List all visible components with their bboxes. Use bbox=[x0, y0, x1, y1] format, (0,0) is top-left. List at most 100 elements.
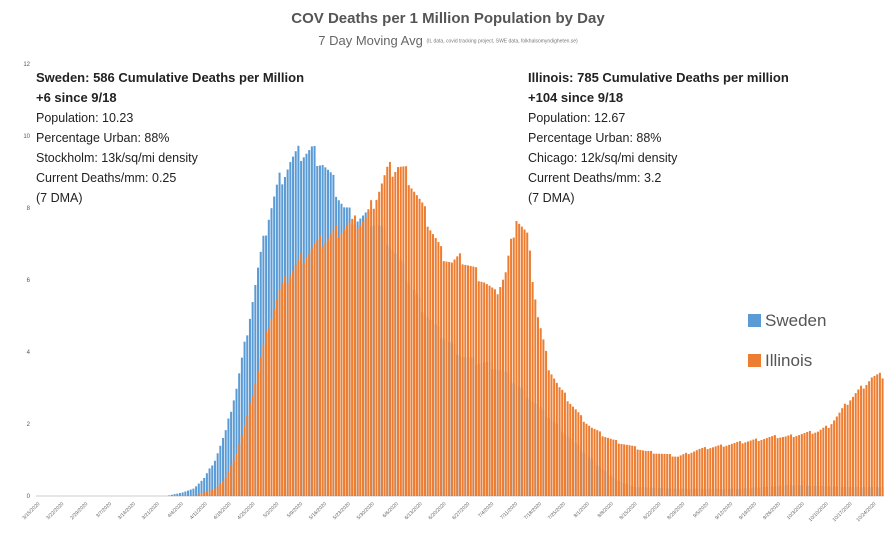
bar-illinois bbox=[483, 282, 486, 496]
bar-illinois bbox=[308, 253, 311, 496]
illinois-cumulative-deaths: Illinois: 785 Cumulative Deaths per mill… bbox=[528, 70, 789, 85]
bar-illinois bbox=[722, 446, 725, 496]
bar-sweden bbox=[205, 473, 208, 496]
bar-illinois bbox=[222, 480, 225, 496]
bar-illinois bbox=[353, 215, 356, 496]
bar-illinois bbox=[240, 434, 243, 496]
sweden-current-deaths: Current Deaths/mm: 0.25 bbox=[36, 171, 177, 185]
series-illinois bbox=[195, 161, 884, 497]
bar-illinois bbox=[332, 230, 335, 497]
bar-illinois bbox=[741, 443, 744, 496]
bar-illinois bbox=[668, 454, 671, 496]
bar-illinois bbox=[418, 198, 421, 496]
bar-illinois bbox=[421, 202, 424, 496]
bar-illinois bbox=[450, 262, 453, 496]
bar-illinois bbox=[518, 223, 521, 496]
bar-illinois bbox=[205, 491, 208, 496]
bar-illinois bbox=[246, 415, 249, 496]
bar-illinois bbox=[397, 167, 400, 496]
bar-illinois bbox=[329, 234, 332, 496]
bar-illinois bbox=[429, 230, 432, 497]
bar-illinois bbox=[838, 412, 841, 496]
illinois-current-deaths: Current Deaths/mm: 3.2 bbox=[528, 171, 662, 185]
bar-illinois bbox=[458, 253, 461, 496]
bar-illinois bbox=[526, 232, 529, 497]
bar-illinois bbox=[849, 400, 852, 496]
bar-illinois bbox=[644, 450, 647, 496]
bar-illinois bbox=[491, 287, 494, 496]
bar-sweden bbox=[219, 445, 222, 496]
bar-sweden bbox=[195, 486, 198, 496]
bar-illinois bbox=[854, 393, 857, 496]
x-tick-label: 5/30/2020 bbox=[356, 501, 376, 521]
bar-illinois bbox=[402, 166, 405, 496]
bar-illinois bbox=[636, 449, 639, 496]
bar-illinois bbox=[227, 471, 230, 496]
bar-illinois bbox=[504, 272, 507, 496]
bar-illinois bbox=[219, 483, 222, 496]
bar-sweden bbox=[240, 357, 243, 496]
bar-illinois bbox=[593, 428, 596, 496]
bar-illinois bbox=[523, 229, 526, 496]
x-tick-label: 7/18/2020 bbox=[523, 501, 543, 521]
bar-illinois bbox=[370, 200, 373, 496]
bar-illinois bbox=[362, 221, 365, 497]
x-tick-label: 6/13/2020 bbox=[404, 501, 424, 521]
bar-illinois bbox=[520, 226, 523, 496]
bar-illinois bbox=[714, 446, 717, 496]
bar-illinois bbox=[808, 430, 811, 496]
bar-illinois bbox=[633, 446, 636, 496]
x-tick-label: 5/23/2020 bbox=[332, 501, 352, 521]
bar-illinois bbox=[480, 281, 483, 496]
x-tick-label: 7/4/2020 bbox=[477, 501, 495, 519]
bar-illinois bbox=[531, 281, 534, 496]
bar-illinois bbox=[781, 437, 784, 496]
bar-illinois bbox=[197, 494, 200, 496]
bar-illinois bbox=[596, 430, 599, 496]
bar-sweden bbox=[235, 388, 238, 496]
illinois-change: +104 since 9/18 bbox=[528, 90, 624, 105]
bar-illinois bbox=[445, 261, 448, 496]
x-tick-label: 9/12/2020 bbox=[714, 501, 734, 521]
bar-illinois bbox=[860, 385, 863, 496]
legend-swatch-sweden bbox=[748, 314, 761, 327]
bar-illinois bbox=[806, 431, 809, 496]
bar-illinois bbox=[617, 443, 620, 496]
bar-sweden bbox=[178, 493, 181, 496]
x-tick-label: 7/11/2020 bbox=[499, 501, 519, 521]
bar-illinois bbox=[790, 434, 793, 496]
bar-illinois bbox=[238, 444, 241, 496]
illinois-dma: (7 DMA) bbox=[528, 191, 575, 205]
bar-illinois bbox=[650, 450, 653, 496]
bar-illinois bbox=[566, 401, 569, 496]
bar-illinois bbox=[639, 449, 642, 496]
bar-illinois bbox=[545, 350, 548, 496]
bar-illinois bbox=[574, 409, 577, 496]
bar-sweden bbox=[189, 489, 192, 496]
bar-illinois bbox=[502, 279, 505, 496]
bar-illinois bbox=[302, 262, 305, 496]
bar-illinois bbox=[316, 239, 319, 496]
y-tick-label: 12 bbox=[23, 62, 30, 68]
x-tick-label: 5/2/2020 bbox=[262, 501, 280, 519]
bar-illinois bbox=[410, 188, 413, 497]
bar-illinois bbox=[515, 221, 518, 496]
bar-illinois bbox=[243, 425, 246, 496]
bar-sweden bbox=[181, 492, 184, 496]
bar-illinois bbox=[876, 374, 879, 496]
subtitle-text: 7 Day Moving Avg bbox=[318, 33, 423, 48]
bar-illinois bbox=[415, 195, 418, 496]
bar-illinois bbox=[432, 234, 435, 496]
bar-illinois bbox=[663, 453, 666, 496]
bar-illinois bbox=[779, 437, 782, 496]
bar-illinois bbox=[442, 261, 445, 496]
bar-illinois bbox=[251, 396, 254, 496]
x-tick-label: 4/4/2020 bbox=[167, 501, 185, 519]
bar-illinois bbox=[857, 389, 860, 496]
legend-label-sweden: Sweden bbox=[765, 311, 827, 330]
bar-illinois bbox=[787, 435, 790, 496]
bar-illinois bbox=[267, 328, 270, 496]
y-tick-label: 2 bbox=[27, 422, 31, 428]
bar-illinois bbox=[841, 408, 844, 496]
bar-illinois bbox=[561, 389, 564, 496]
